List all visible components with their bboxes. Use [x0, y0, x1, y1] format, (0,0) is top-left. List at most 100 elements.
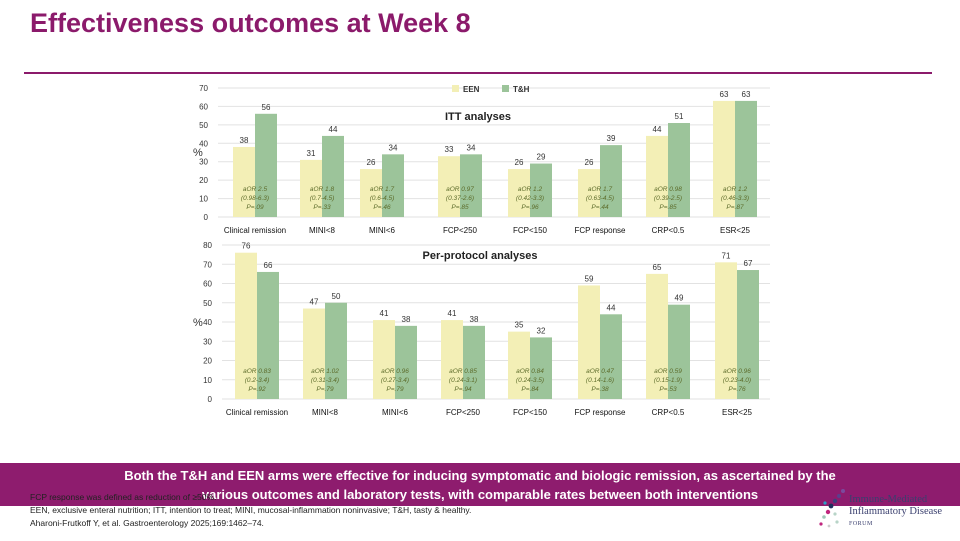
- forum-logo: Immune-Mediated Inflammatory Disease FOR…: [815, 486, 955, 536]
- y-tick-label: 70: [203, 260, 212, 269]
- aor-annotation: (0.2-3.4): [245, 377, 270, 384]
- aor-annotation: P=.79: [316, 386, 334, 393]
- x-tick-label: ESR<25: [722, 408, 753, 417]
- legend-swatch: [502, 85, 509, 92]
- chart-title: ITT analyses: [445, 111, 511, 123]
- aor-annotation: (0.39-2.5): [654, 195, 682, 202]
- y-tick-label: 40: [199, 139, 208, 148]
- data-label: 56: [262, 103, 271, 112]
- aor-annotation: (0.37-2.6): [446, 195, 474, 202]
- bar-th: [600, 145, 622, 217]
- aor-annotation: aOR 1.8: [310, 186, 335, 193]
- y-tick-label: 20: [203, 357, 212, 366]
- aor-annotation: (0.31-3.4): [311, 377, 339, 384]
- aor-annotation: aOR 0.97: [446, 186, 474, 193]
- x-tick-label: FCP<150: [513, 408, 548, 417]
- aor-annotation: (0.98-6.3): [241, 195, 269, 202]
- aor-annotation: (0.24-3.1): [449, 377, 477, 384]
- data-label: 35: [515, 321, 524, 330]
- bar-th: [255, 113, 277, 217]
- logo-line-2: Inflammatory Disease: [849, 506, 943, 517]
- x-tick-label: Clinical remission: [224, 226, 286, 235]
- data-label: 34: [389, 143, 398, 152]
- bar-th: [600, 314, 622, 399]
- aor-annotation: (0.23-4.0): [723, 377, 751, 384]
- x-tick-label: MINI<6: [369, 226, 396, 235]
- banner-line-1: Both the T&H and EEN arms were effective…: [124, 468, 836, 483]
- bar-een: [303, 308, 325, 399]
- bar-een: [508, 169, 530, 217]
- aor-annotation: P=.94: [454, 386, 472, 393]
- aor-annotation: P=.09: [246, 204, 264, 211]
- aor-annotation: aOR 0.47: [586, 368, 614, 375]
- data-label: 34: [467, 143, 476, 152]
- y-tick-label: 60: [199, 102, 208, 111]
- footnote-1: FCP response was defined as reduction of…: [30, 492, 217, 502]
- aor-annotation: P=.85: [451, 204, 469, 211]
- bar-th: [322, 135, 344, 217]
- bar-een: [715, 262, 737, 399]
- aor-annotation: (0.7-4.5): [310, 195, 335, 202]
- aor-annotation: P=.76: [728, 386, 746, 393]
- bar-een: [233, 146, 255, 217]
- bar-th: [737, 270, 759, 399]
- data-label: 44: [607, 303, 616, 312]
- data-label: 26: [515, 158, 524, 167]
- bar-th: [530, 163, 552, 217]
- y-tick-label: 50: [199, 121, 208, 130]
- data-label: 66: [264, 261, 273, 270]
- y-tick-label: 0: [204, 213, 209, 222]
- data-label: 38: [402, 315, 411, 324]
- aor-annotation: (0.6-4.5): [370, 195, 395, 202]
- data-label: 65: [653, 263, 662, 272]
- footnotes: FCP response was defined as reduction of…: [30, 491, 471, 530]
- data-label: 38: [470, 315, 479, 324]
- bar-een: [646, 273, 668, 399]
- y-tick-label: 60: [203, 280, 212, 289]
- aor-annotation: (0.42-3.3): [516, 195, 544, 202]
- aor-annotation: aOR 0.96: [381, 368, 409, 375]
- y-tick-label: 0: [208, 395, 213, 404]
- bar-een: [373, 320, 395, 399]
- aor-annotation: P=.96: [521, 204, 539, 211]
- aor-annotation: (0.63-4.5): [586, 195, 614, 202]
- y-tick-label: 80: [203, 241, 212, 250]
- conclusion-banner: Both the T&H and EEN arms were effective…: [0, 463, 960, 506]
- x-tick-label: FCP<250: [443, 226, 478, 235]
- bar-een: [235, 252, 257, 399]
- aor-annotation: P=.53: [659, 386, 677, 393]
- bar-een: [441, 320, 463, 399]
- legend-swatch: [452, 85, 459, 92]
- logo-line-1: Immune-Mediated: [849, 494, 928, 505]
- aor-annotation: aOR 0.98: [654, 186, 682, 193]
- y-axis-label: %: [193, 317, 203, 329]
- aor-annotation: aOR 1.7: [370, 186, 395, 193]
- x-tick-label: MINI<8: [309, 226, 336, 235]
- bar-th: [460, 154, 482, 217]
- logo-dots-icon: [819, 489, 845, 528]
- data-label: 44: [329, 125, 338, 134]
- data-label: 50: [332, 292, 341, 301]
- y-tick-label: 30: [203, 337, 212, 346]
- aor-annotation: (0.27-3.4): [381, 377, 409, 384]
- bar-een: [578, 285, 600, 399]
- legend-label: T&H: [513, 85, 530, 94]
- bar-th: [735, 100, 757, 217]
- data-label: 76: [242, 242, 251, 251]
- data-label: 32: [537, 326, 546, 335]
- aor-annotation: aOR 1.02: [311, 368, 339, 375]
- chart-title: Per-protocol analyses: [423, 250, 538, 262]
- x-tick-label: ESR<25: [720, 226, 751, 235]
- bar-th: [668, 304, 690, 399]
- x-tick-label: CRP<0.5: [652, 226, 685, 235]
- x-tick-label: FCP<150: [513, 226, 548, 235]
- y-tick-label: 30: [199, 158, 208, 167]
- aor-annotation: P=.85: [659, 204, 677, 211]
- x-tick-label: CRP<0.5: [652, 408, 685, 417]
- data-label: 49: [675, 294, 684, 303]
- legend-label: EEN: [463, 85, 480, 94]
- data-label: 51: [675, 112, 684, 121]
- aor-annotation: aOR 0.96: [723, 368, 751, 375]
- x-tick-label: MINI<6: [382, 408, 409, 417]
- data-label: 39: [607, 134, 616, 143]
